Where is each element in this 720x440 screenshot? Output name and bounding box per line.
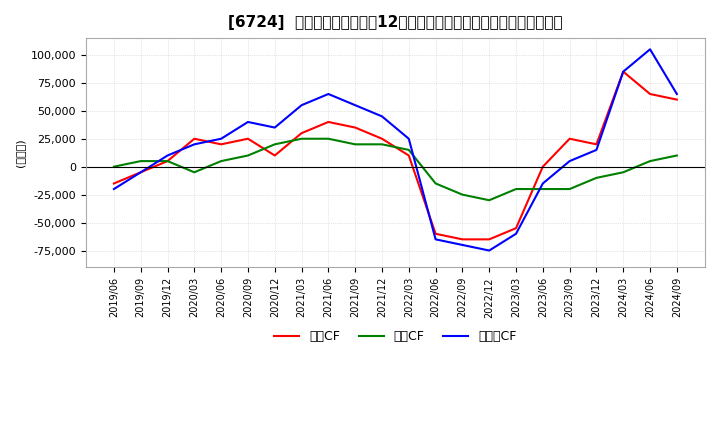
フリーCF [163,153,172,158]
投資CF [458,192,467,197]
投資CF [163,158,172,164]
Y-axis label: (百万円): (百万円) [15,139,25,167]
投資CF [378,142,387,147]
営業CF [324,119,333,125]
営業CF [619,69,628,74]
フリーCF [565,158,574,164]
フリーCF [619,69,628,74]
営業CF [109,181,118,186]
フリーCF [297,103,306,108]
フリーCF [217,136,225,141]
営業CF [672,97,681,102]
投資CF [431,181,440,186]
営業CF [297,131,306,136]
投資CF [351,142,359,147]
フリーCF [243,119,252,125]
投資CF [565,187,574,192]
営業CF [646,92,654,97]
営業CF [190,136,199,141]
投資CF [243,153,252,158]
フリーCF [351,103,359,108]
投資CF [619,170,628,175]
営業CF [163,158,172,164]
営業CF [378,136,387,141]
営業CF [485,237,493,242]
フリーCF [324,92,333,97]
投資CF [271,142,279,147]
投資CF [512,187,521,192]
フリーCF [539,181,547,186]
投資CF [297,136,306,141]
営業CF [592,142,600,147]
フリーCF [378,114,387,119]
投資CF [592,175,600,180]
営業CF [271,153,279,158]
Line: 投資CF: 投資CF [114,139,677,200]
営業CF [351,125,359,130]
投資CF [324,136,333,141]
営業CF [136,170,145,175]
投資CF [109,164,118,169]
フリーCF [190,142,199,147]
フリーCF [646,47,654,52]
Title: [6724]  キャッシュフローの12か月移動合計の対前年同期増減額の推移: [6724] キャッシュフローの12か月移動合計の対前年同期増減額の推移 [228,15,563,30]
投資CF [190,170,199,175]
投資CF [539,187,547,192]
営業CF [405,153,413,158]
営業CF [539,164,547,169]
営業CF [565,136,574,141]
投資CF [217,158,225,164]
フリーCF [109,187,118,192]
投資CF [646,158,654,164]
投資CF [672,153,681,158]
フリーCF [485,248,493,253]
投資CF [485,198,493,203]
営業CF [243,136,252,141]
フリーCF [592,147,600,153]
営業CF [431,231,440,236]
フリーCF [512,231,521,236]
営業CF [217,142,225,147]
営業CF [512,226,521,231]
営業CF [458,237,467,242]
投資CF [136,158,145,164]
投資CF [405,147,413,153]
フリーCF [458,242,467,248]
Line: フリーCF: フリーCF [114,49,677,250]
フリーCF [271,125,279,130]
Legend: 営業CF, 投資CF, フリーCF: 営業CF, 投資CF, フリーCF [269,325,522,348]
フリーCF [136,170,145,175]
フリーCF [672,92,681,97]
フリーCF [431,237,440,242]
Line: 営業CF: 営業CF [114,72,677,239]
フリーCF [405,136,413,141]
